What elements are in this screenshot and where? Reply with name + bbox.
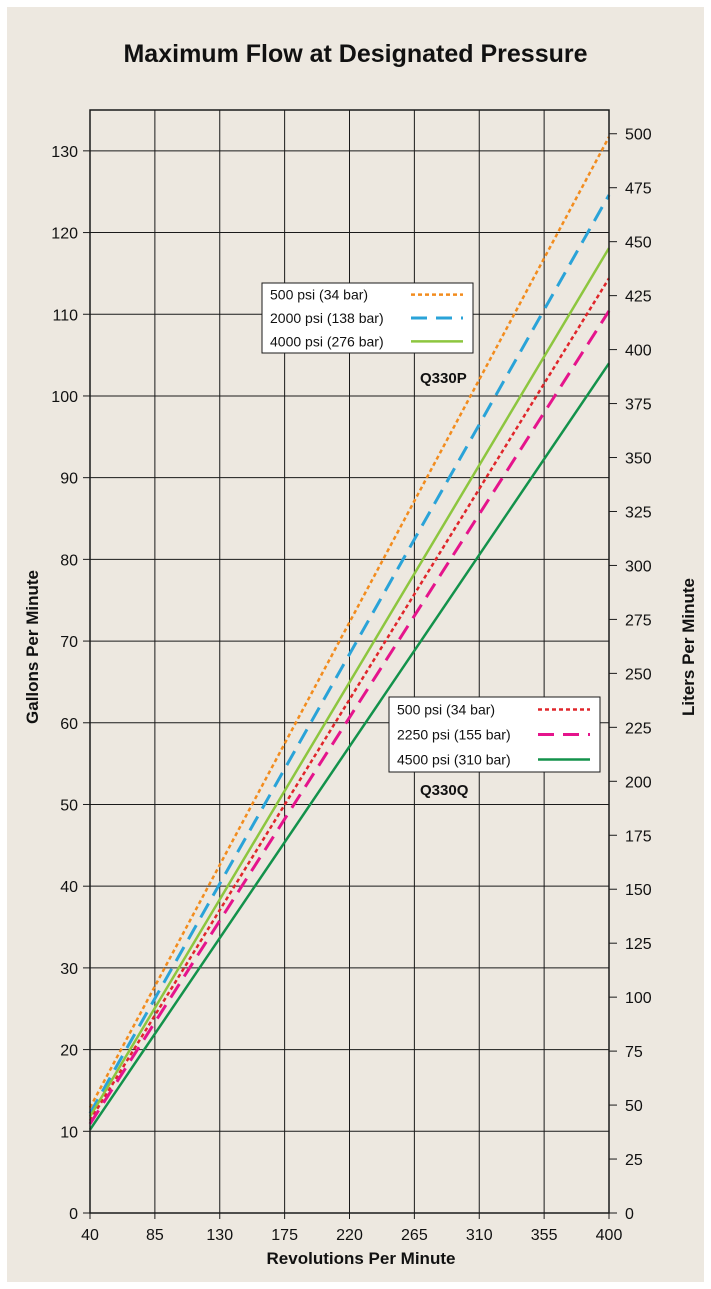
y-tick-label: 80 — [60, 552, 78, 569]
x-tick-label: 40 — [81, 1227, 99, 1244]
y-tick-label: 30 — [60, 961, 78, 978]
y2-tick-label: 450 — [625, 235, 652, 252]
y-tick-label: 120 — [51, 226, 78, 243]
y-tick-label: 100 — [51, 389, 78, 406]
y-tick-label: 0 — [69, 1206, 78, 1223]
x-tick-label: 130 — [206, 1227, 233, 1244]
y2-tick-label: 500 — [625, 127, 652, 144]
x-tick-label: 355 — [531, 1227, 558, 1244]
y2-tick-label: 225 — [625, 720, 652, 737]
legend-label: 500 psi (34 bar) — [270, 287, 368, 303]
y2-tick-label: 325 — [625, 504, 652, 521]
y-tick-label: 20 — [60, 1043, 78, 1060]
series-line — [88, 136, 611, 1109]
y2-tick-label: 250 — [625, 666, 652, 683]
series-line — [88, 362, 611, 1131]
y2-tick-label: 100 — [625, 990, 652, 1007]
y-tick-label: 70 — [60, 634, 78, 651]
y-tick-label: 10 — [60, 1124, 78, 1141]
plot-frame — [89, 109, 610, 1214]
y2-tick-label: 300 — [625, 558, 652, 575]
y2-tick-label: 25 — [625, 1152, 643, 1169]
legend-label: 2000 psi (138 bar) — [270, 310, 384, 326]
x-tick-label: 85 — [146, 1227, 164, 1244]
y-tick-label: 130 — [51, 144, 78, 161]
y2-axis-label: Liters Per Minute — [679, 578, 698, 716]
y-tick-label: 60 — [60, 716, 78, 733]
y2-tick-label: 50 — [625, 1098, 643, 1115]
legend-label: 2250 psi (155 bar) — [397, 727, 511, 743]
y2-tick-label: 425 — [625, 289, 652, 306]
legend-label: 4000 psi (276 bar) — [270, 333, 384, 349]
x-tick-label: 400 — [596, 1227, 623, 1244]
y-axis-label: Gallons Per Minute — [23, 570, 42, 724]
x-tick-label: 220 — [336, 1227, 363, 1244]
x-tick-label: 265 — [401, 1227, 428, 1244]
x-axis-label: Revolutions Per Minute — [267, 1249, 456, 1268]
group-label: Q330P — [420, 370, 467, 387]
y2-tick-label: 150 — [625, 882, 652, 899]
series-line — [88, 310, 611, 1125]
y-tick-label: 90 — [60, 471, 78, 488]
x-tick-label: 175 — [271, 1227, 298, 1244]
group-label: Q330Q — [420, 782, 469, 799]
y2-tick-label: 75 — [625, 1044, 643, 1061]
y2-tick-label: 400 — [625, 343, 652, 360]
y2-tick-label: 175 — [625, 828, 652, 845]
x-tick-label: 310 — [466, 1227, 493, 1244]
legend-label: 500 psi (34 bar) — [397, 702, 495, 718]
y2-tick-label: 200 — [625, 774, 652, 791]
y2-tick-label: 275 — [625, 612, 652, 629]
series-line — [88, 194, 611, 1115]
series-line — [88, 277, 611, 1122]
legend-label: 4500 psi (310 bar) — [397, 752, 511, 768]
y-tick-label: 50 — [60, 797, 78, 814]
series-line — [88, 247, 611, 1118]
y2-tick-label: 475 — [625, 181, 652, 198]
y-tick-label: 40 — [60, 879, 78, 896]
y2-tick-label: 350 — [625, 451, 652, 468]
y2-tick-label: 125 — [625, 936, 652, 953]
y-tick-label: 110 — [52, 307, 78, 324]
chart-title: Maximum Flow at Designated Pressure — [123, 40, 588, 68]
y2-tick-label: 0 — [625, 1206, 634, 1223]
y2-tick-label: 375 — [625, 397, 652, 414]
